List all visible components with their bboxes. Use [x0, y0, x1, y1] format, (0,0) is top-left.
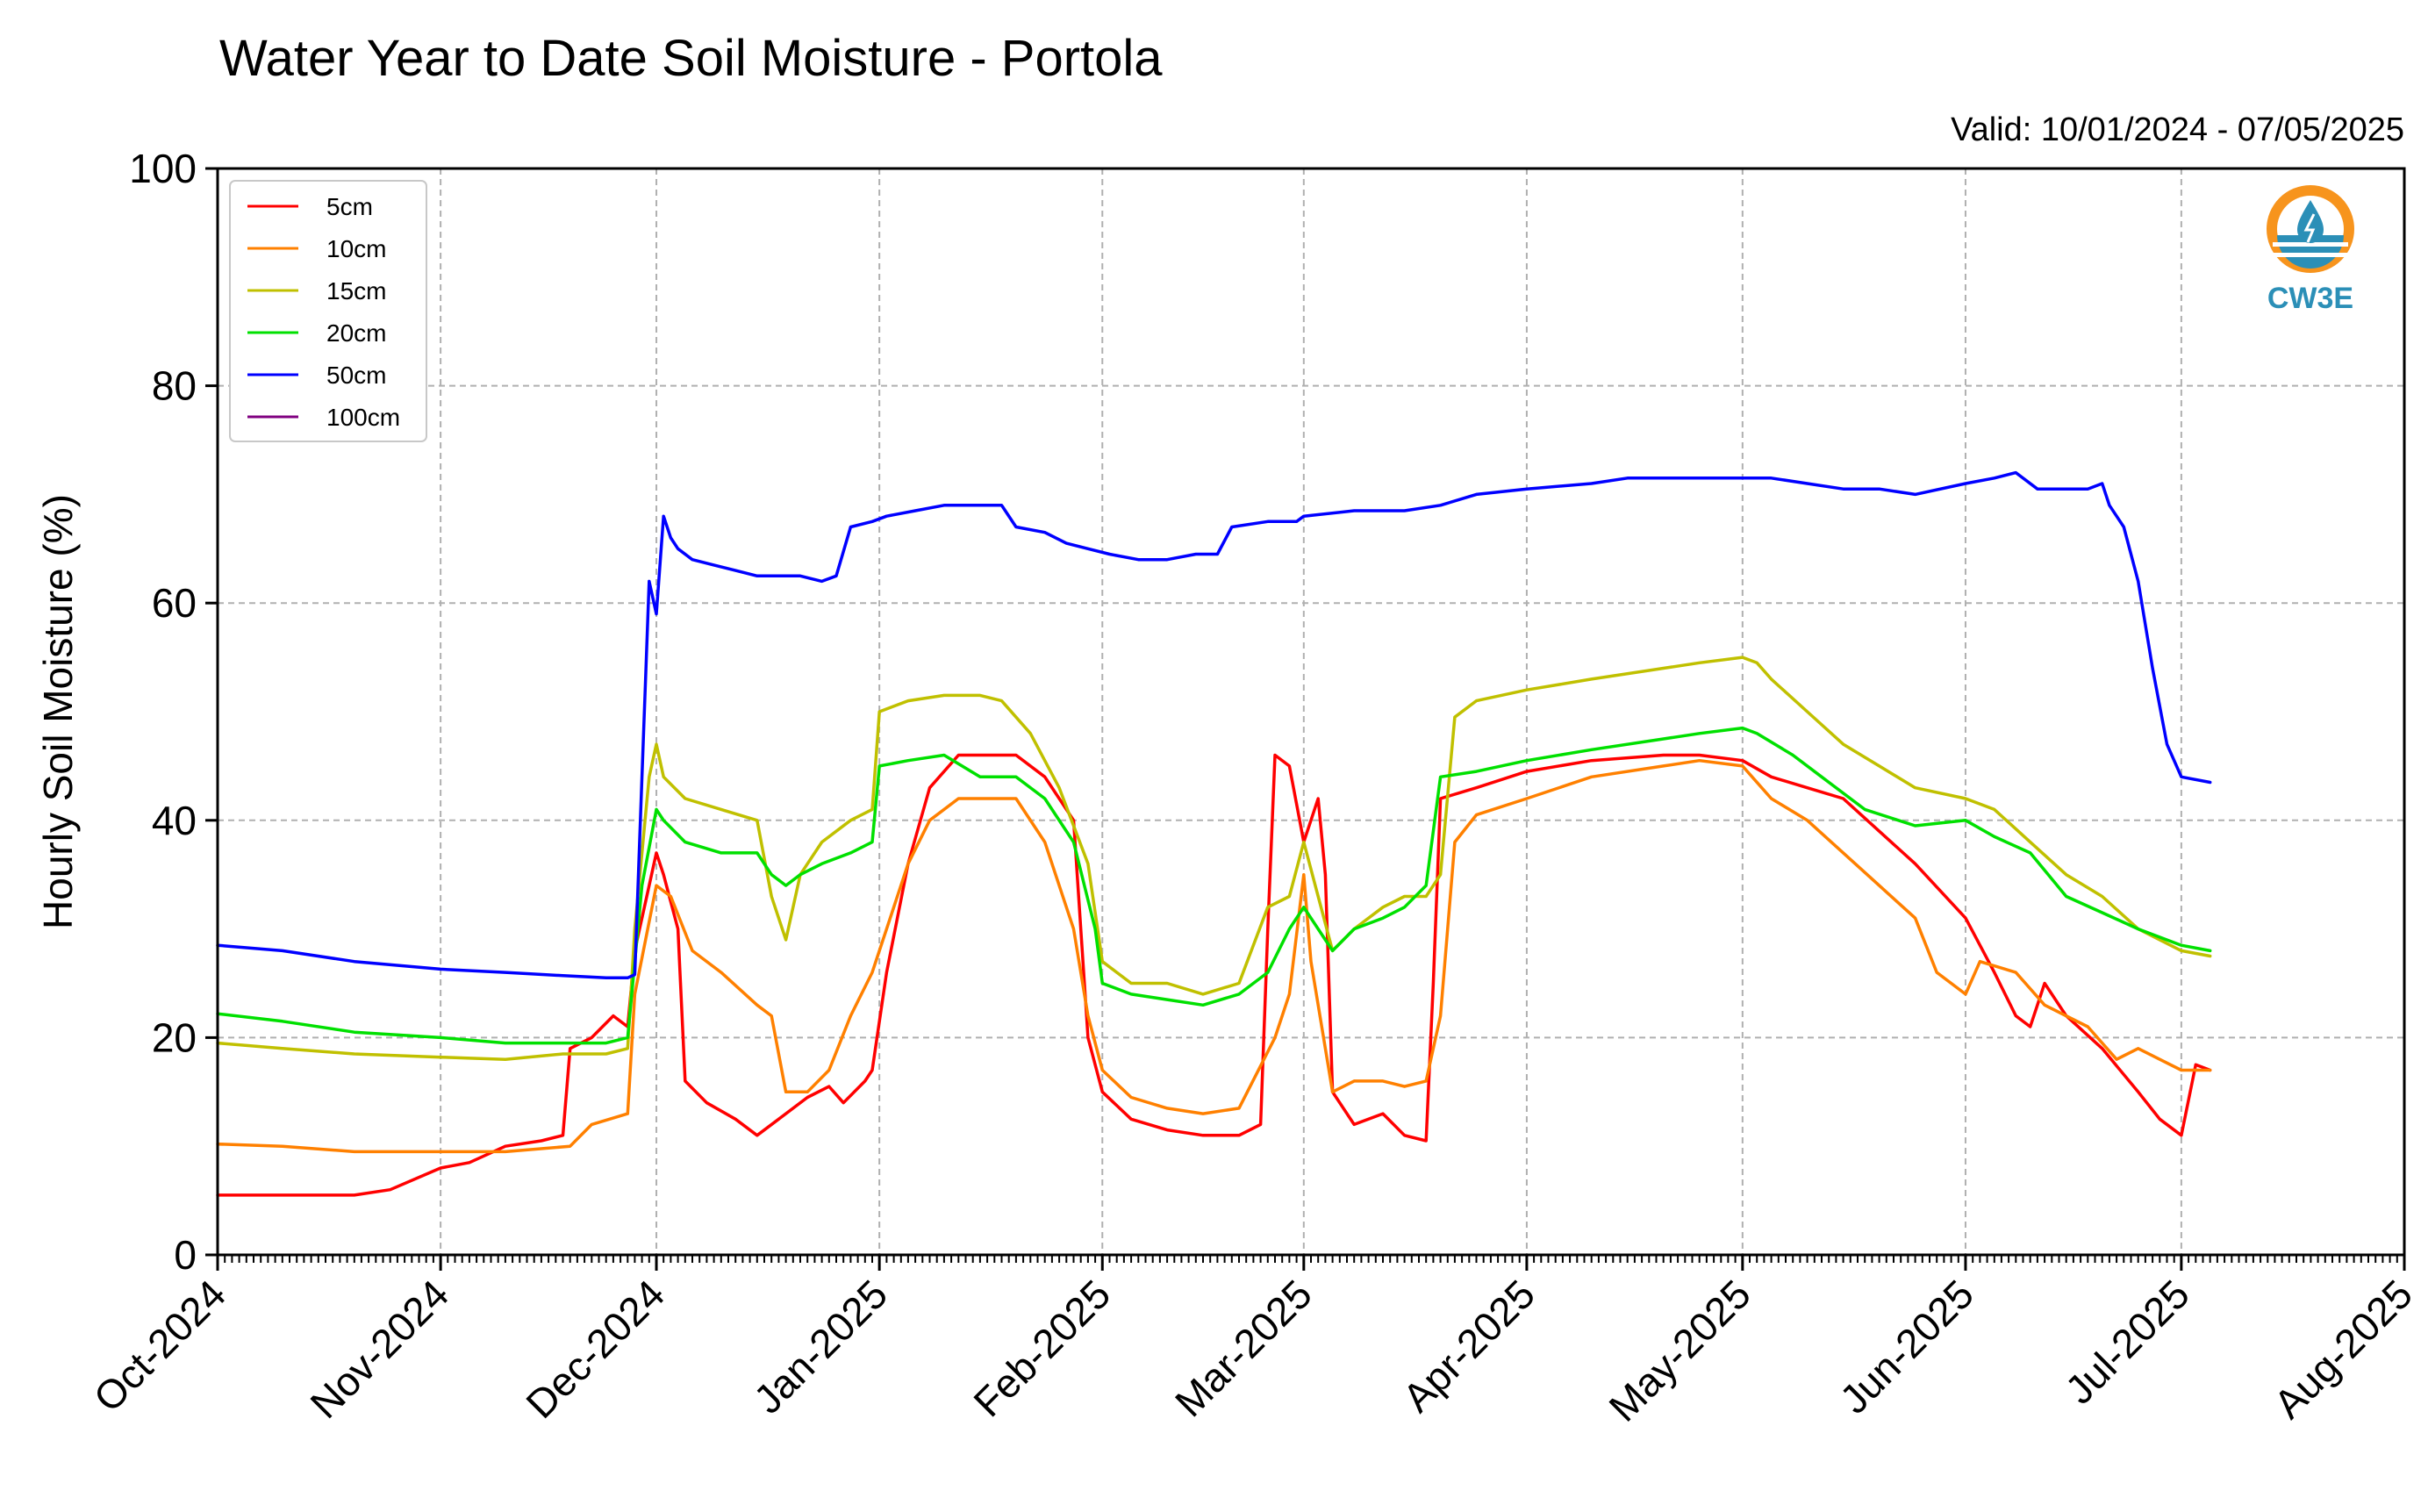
series-lines	[216, 470, 2212, 1197]
y-tick-label: 100	[129, 146, 197, 191]
y-tick-label: 60	[152, 580, 197, 626]
x-axis-minor-ticks	[217, 1255, 2405, 1263]
y-tick-label: 80	[152, 363, 197, 409]
cw3e-logo: CW3E	[2267, 185, 2354, 315]
legend-label-5cm: 5cm	[326, 193, 373, 220]
legend-label-20cm: 20cm	[326, 319, 386, 347]
y-tick-label: 0	[174, 1232, 197, 1278]
series-line-50cm	[216, 470, 2212, 980]
legend: 5cm 10cm 15cm 20cm 50cm 100cm	[229, 180, 427, 442]
series-line-15cm	[216, 656, 2212, 1061]
series-line-20cm	[216, 726, 2212, 1045]
legend-label-100cm: 100cm	[326, 404, 400, 431]
legend-items: 5cm 10cm 15cm 20cm 50cm 100cm	[247, 193, 400, 431]
legend-label-10cm: 10cm	[326, 235, 386, 262]
valid-date-range: Valid: 10/01/2024 - 07/05/2025	[1951, 111, 2404, 148]
y-axis-label: Hourly Soil Moisture (%)	[35, 494, 81, 929]
legend-label-50cm: 50cm	[326, 362, 386, 389]
y-tick-label: 20	[152, 1014, 197, 1060]
y-tick-label: 40	[152, 798, 197, 843]
logo-wave-2	[2273, 253, 2348, 257]
chart-title: Water Year to Date Soil Moisture - Porto…	[219, 30, 1163, 87]
legend-box	[229, 180, 427, 442]
x-minor-ticks	[217, 1255, 2405, 1263]
logo-bolt-icon	[2303, 213, 2316, 243]
y-axis-ticks: 0 20 40 60 80 100	[129, 146, 218, 1278]
legend-label-15cm: 15cm	[326, 277, 386, 305]
logo-wave-1	[2273, 242, 2348, 247]
logo-text: CW3E	[2267, 282, 2353, 315]
series-line-10cm	[216, 758, 2212, 1154]
grid	[218, 168, 2404, 1255]
